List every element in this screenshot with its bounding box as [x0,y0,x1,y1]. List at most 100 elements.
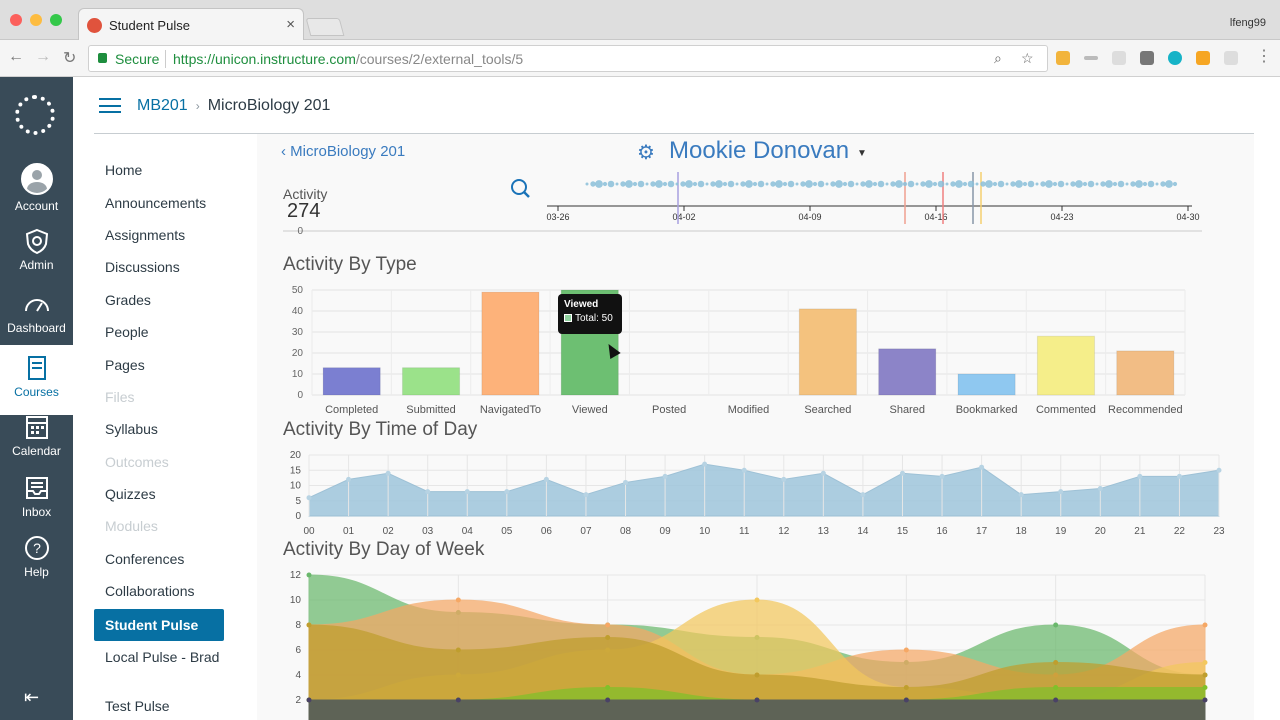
extension-icon[interactable] [1196,51,1210,65]
reload-icon[interactable]: ↻ [63,50,77,67]
canvas-logo-icon[interactable] [15,95,55,135]
course-nav-item[interactable]: People [105,324,149,340]
back-arrow-icon[interactable]: ← [8,48,24,65]
global-nav-help[interactable]: ? Help [0,535,73,595]
bar-category-label: Modified [728,404,770,416]
course-nav-item[interactable]: Collaborations [105,583,195,599]
global-nav-admin[interactable]: Admin [0,228,73,288]
tod-point [939,473,945,479]
timeline-activity-dot [1100,181,1106,187]
secure-label: Secure [115,51,160,67]
caret-down-icon[interactable]: ▼ [857,148,867,159]
global-nav-account[interactable]: Account [0,163,73,223]
breadcrumb-course-code[interactable]: MB201 [137,97,188,114]
course-nav-item[interactable]: Conferences [105,551,185,567]
section-title-type: Activity By Type [283,254,417,275]
account-icon [20,163,53,195]
course-nav-item[interactable]: Announcements [105,195,207,211]
timeline-activity-dot [975,182,979,186]
timeline-activity-dot [872,181,878,187]
extension-icon[interactable] [1084,56,1098,60]
tod-x-tick-label: 12 [778,526,790,537]
address-bar[interactable]: Secure https://unicon.instructure.com/co… [88,45,1048,72]
tab-close-icon[interactable]: × [286,16,295,33]
timeline-activity-dot [705,182,709,186]
timeline-zero-label: 0 [297,226,303,237]
dow-point [455,697,461,703]
extension-icon[interactable] [1140,51,1154,65]
course-nav-item[interactable]: Local Pulse - Brad [105,649,220,665]
tod-point [425,489,431,495]
global-nav-calendar[interactable]: Calendar [0,414,73,474]
timeline-activity-dot [885,182,889,186]
timeline-activity-dot [937,180,945,188]
extension-icon[interactable] [1168,51,1182,65]
zoom-icon[interactable]: ⌕ [994,50,1002,66]
timeline-activity-dot [615,182,619,186]
timeline-activity-dot [1035,182,1039,186]
timeline-activity-dot [830,181,836,187]
zoom-magnifier-icon[interactable] [511,179,527,195]
bookmark-star-icon[interactable]: ☆ [1021,50,1034,66]
dow-point [903,647,909,653]
tod-x-tick-label: 07 [580,526,592,537]
course-nav-item[interactable]: Home [105,162,143,178]
extension-icon[interactable] [1112,51,1126,65]
tod-x-tick-label: 14 [857,526,869,537]
dow-point [306,622,312,628]
course-nav-item[interactable]: Quizzes [105,486,156,502]
extension-icon[interactable] [1056,51,1070,65]
back-to-course-link[interactable]: ‹ MicroBiology 201 [281,143,406,160]
extension-icon[interactable] [1224,51,1238,65]
timeline-activity-dot [757,180,765,188]
forward-arrow-icon[interactable]: → [35,48,51,65]
course-nav-item: Files [105,389,135,405]
window-close-button[interactable] [10,14,22,26]
global-nav-inbox[interactable]: Inbox [0,475,73,535]
browser-tab[interactable]: Student Pulse × [78,8,304,40]
course-nav-item[interactable]: Pages [105,357,145,373]
global-nav-dashboard[interactable]: Dashboard [0,291,73,351]
bar-completed [322,367,381,396]
url-text[interactable]: https://unicon.instructure.com/courses/2… [173,51,524,67]
course-nav-item[interactable]: Grades [105,292,151,308]
window-maximize-button[interactable] [50,14,62,26]
course-nav-item[interactable]: Test Pulse [105,698,170,714]
course-nav-item[interactable]: Assignments [105,227,186,243]
browser-menu-icon[interactable]: ⋮ [1256,48,1272,65]
tod-x-tick-label: 20 [1095,526,1107,537]
timeline-activity-dot [902,181,908,187]
bar-searched [798,308,857,396]
timeline-activity-dot [727,180,735,188]
timeline-activity-dot [765,182,769,186]
activity-timeline[interactable]: 0 03-26 04-02 04-09 04-16 04-23 04-30 [283,172,1202,237]
course-nav-item[interactable]: Discussions [105,259,180,275]
bar-y-tick-label: 40 [292,306,304,317]
student-name-dropdown[interactable]: Mookie Donovan [669,137,850,164]
activity-total: 274 [287,200,321,222]
course-nav-item[interactable]: Syllabus [105,421,158,437]
dow-point [754,697,760,703]
tod-y-tick-label: 15 [290,465,302,476]
browser-user[interactable]: lfeng99 [1229,17,1266,29]
collapse-nav-icon[interactable]: ⇤ [24,687,40,707]
timeline-activity-dot [685,180,693,188]
hamburger-menu-icon[interactable] [99,98,121,113]
timeline-activity-dot [1117,180,1125,188]
timeline-activity-dot [997,180,1005,188]
bar-category-label: Shared [889,404,924,416]
timeline-activity-dot [745,180,753,188]
bar-y-tick-label: 20 [292,348,304,359]
window-minimize-button[interactable] [30,14,42,26]
book-icon [27,356,46,380]
tod-point [1216,467,1222,473]
global-nav-courses[interactable]: Courses [0,345,73,415]
bar-shared [878,348,937,396]
dow-y-tick-label: 6 [295,645,301,656]
new-tab-button[interactable] [305,18,345,36]
gear-icon[interactable]: ⚙ [637,142,655,164]
tod-x-tick-label: 02 [383,526,395,537]
tod-point [820,470,826,476]
course-nav-item[interactable]: Student Pulse [94,609,224,641]
